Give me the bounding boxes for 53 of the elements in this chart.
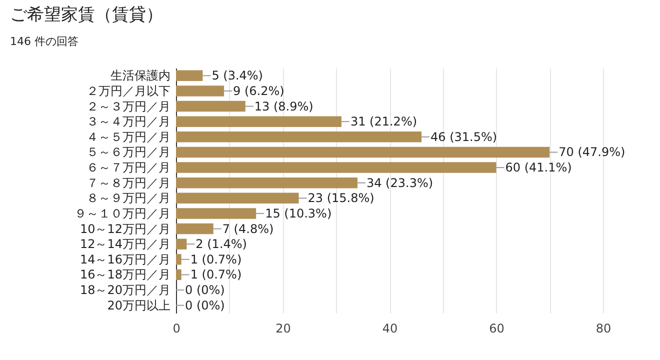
bar [176,116,342,127]
bar [176,269,182,280]
y-tick-label: ３～４万円／月 [86,114,170,129]
data-label: 1 (0.7%) [190,268,242,282]
x-tick-label: 80 [596,322,612,336]
x-tick-label: 0 [172,322,180,336]
bar [176,146,550,158]
data-label: 0 (0%) [185,283,225,298]
bar [176,162,496,173]
y-tick-label: ７～８万円／月 [86,176,170,190]
x-tick-label: 20 [276,322,291,336]
x-tick-label: 40 [382,322,398,336]
data-label: 23 (15.8%) [308,191,374,206]
data-label: 34 (23.3%) [366,176,434,190]
y-tick-label: ２～３万円／月 [86,99,170,114]
bar [176,192,299,204]
bar [176,132,422,142]
y-tick-label: ２万円／月以下 [86,84,170,98]
data-label: 5 (3.4%) [212,68,263,83]
chart-title: ご希望家賃（賃貸） [10,5,163,25]
data-label: 46 (31.5%) [430,130,498,144]
data-label: 0 (0%) [185,298,225,312]
y-tick-label: 12～14万円／月 [80,237,170,252]
bar [176,86,224,96]
data-label: 31 (21.2%) [350,114,418,129]
y-tick-label: ９～１０万円／月 [74,206,170,220]
y-tick-label: 16～18万円／月 [80,268,170,282]
bar [176,254,182,265]
x-tick-label: 60 [489,322,504,336]
bar [176,100,246,112]
y-tick-label: ８～９万円／月 [86,191,170,206]
y-tick-label: 20万円以上 [107,298,170,312]
data-label: 70 (47.9%) [558,145,626,160]
bar [176,223,214,234]
y-tick-label: ５～６万円／月 [86,145,170,160]
data-label: 9 (6.2%) [233,84,284,98]
y-tick-label: ６～７万円／月 [86,160,170,175]
bar [176,208,256,219]
y-tick-label: ４～５万円／月 [86,130,170,144]
y-tick-label: 生活保護内 [110,68,170,83]
data-label: 13 (8.9%) [254,99,314,114]
bar [176,238,187,250]
y-tick-label: 10～12万円／月 [80,222,170,236]
data-label: 60 (41.1%) [505,160,572,175]
data-label: 15 (10.3%) [265,206,332,220]
bar [176,177,358,188]
text: 146 件の回答 [10,35,78,48]
bar [176,70,203,82]
y-tick-label: 14～16万円／月 [80,252,170,266]
data-label: 1 (0.7%) [190,252,242,266]
data-label: 2 (1.4%) [196,237,247,252]
y-tick-label: 18～20万円／月 [80,283,170,298]
data-label: 7 (4.8%) [222,222,274,236]
